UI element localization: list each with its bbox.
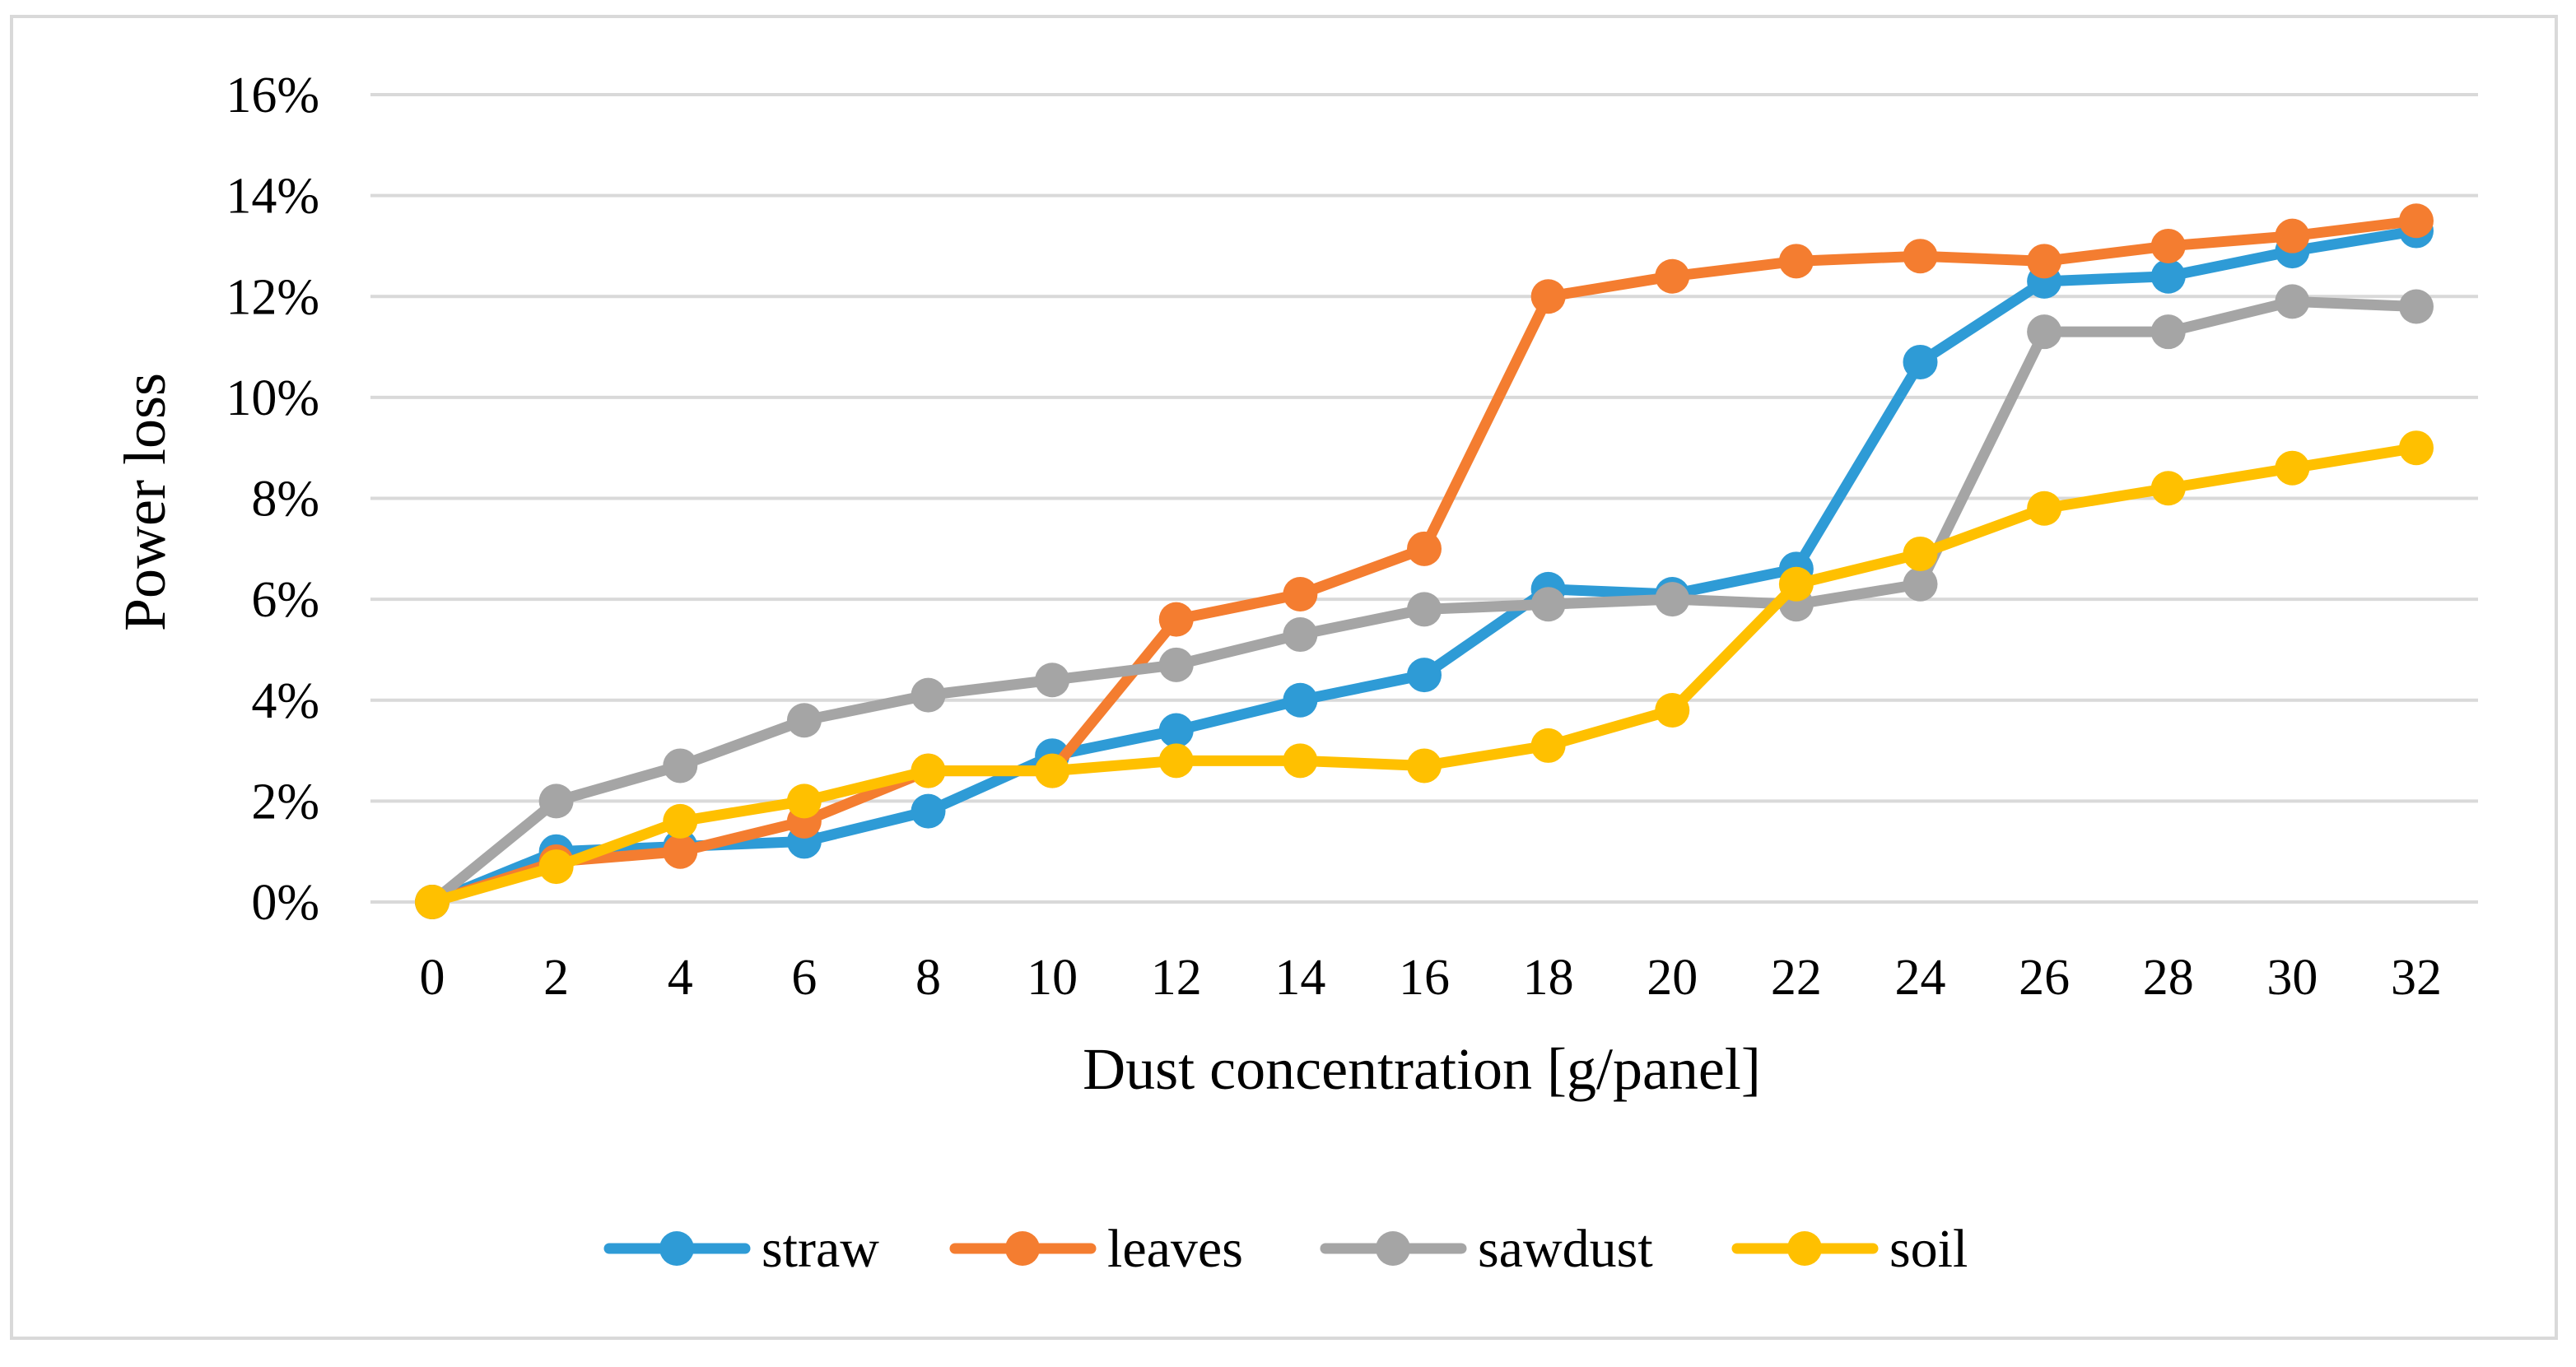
data-point-soil	[911, 753, 946, 788]
data-point-sawdust	[1407, 592, 1442, 627]
series-soil	[415, 430, 2434, 919]
data-point-sawdust	[786, 703, 822, 738]
data-point-sawdust	[1903, 566, 1938, 602]
y-tick-label: 14%	[226, 169, 319, 225]
y-tick-label: 0%	[251, 875, 319, 931]
series-sawdust	[415, 284, 2434, 919]
data-point-leaves	[1407, 531, 1442, 566]
legend-swatch-marker	[1376, 1231, 1410, 1266]
legend-swatch-marker	[1787, 1231, 1822, 1266]
data-point-leaves	[2399, 203, 2434, 239]
x-tick-label: 24	[1895, 950, 1946, 1006]
x-tick-label: 4	[668, 950, 693, 1006]
data-point-sawdust	[1655, 582, 1690, 617]
x-tick-label: 20	[1647, 950, 1698, 1006]
data-point-sawdust	[1035, 663, 1070, 698]
x-tick-label: 26	[2019, 950, 2070, 1006]
x-tick-label: 6	[791, 950, 817, 1006]
data-point-soil	[1283, 743, 1318, 779]
y-tick-label: 8%	[251, 472, 319, 528]
data-point-sawdust	[1283, 617, 1318, 653]
data-point-leaves	[663, 834, 698, 869]
y-axis-title: Power loss	[112, 373, 178, 631]
data-point-straw	[1903, 344, 1938, 379]
data-point-sawdust	[2150, 314, 2186, 350]
legend-label: sawdust	[1478, 1219, 1653, 1279]
data-point-leaves	[1655, 258, 1690, 294]
data-point-leaves	[1530, 279, 1566, 314]
data-point-straw	[2150, 258, 2186, 294]
legend-label: leaves	[1107, 1219, 1243, 1279]
data-point-soil	[786, 783, 822, 819]
legend-item-leaves: leaves	[949, 1219, 1243, 1279]
x-tick-label: 32	[2391, 950, 2442, 1006]
gridlines	[370, 93, 2478, 904]
data-point-straw	[1158, 713, 1194, 748]
data-point-soil	[415, 885, 450, 919]
data-point-soil	[2399, 430, 2434, 466]
data-point-soil	[538, 849, 574, 885]
data-point-sawdust	[663, 748, 698, 783]
data-point-soil	[663, 803, 698, 839]
data-point-leaves	[1283, 576, 1318, 611]
data-point-soil	[1158, 743, 1194, 779]
data-point-leaves	[1778, 244, 1814, 279]
legend-item-soil: soil	[1731, 1219, 1968, 1279]
x-tick-label: 16	[1399, 950, 1450, 1006]
x-tick-label: 14	[1274, 950, 1325, 1006]
x-tick-label: 0	[420, 950, 445, 1006]
x-tick-label: 18	[1523, 950, 1574, 1006]
data-point-leaves	[1903, 239, 1938, 274]
data-point-leaves	[2150, 228, 2186, 263]
data-point-sawdust	[2399, 289, 2434, 324]
legend-label: soil	[1889, 1219, 1968, 1279]
x-tick-label: 28	[2143, 950, 2194, 1006]
x-tick-labels: 0 2 4 6 8 10 12 14 16 18 20 22 24 26 28 30 32	[420, 950, 2443, 1006]
data-point-sawdust	[1158, 647, 1194, 682]
data-point-straw	[1407, 658, 1442, 693]
data-point-sawdust	[2027, 314, 2062, 350]
legend-swatch-marker	[1005, 1231, 1040, 1266]
data-point-soil	[1903, 536, 1938, 571]
data-point-soil	[2275, 450, 2310, 486]
data-point-soil	[2150, 471, 2186, 506]
data-point-soil	[1778, 566, 1814, 602]
x-axis-title: Dust concentration [g/panel]	[1083, 1036, 1761, 1102]
x-tick-label: 2	[543, 950, 569, 1006]
x-tick-label: 30	[2266, 950, 2317, 1006]
y-tick-label: 2%	[251, 774, 319, 830]
data-point-soil	[1407, 748, 1442, 783]
data-point-soil	[1035, 753, 1070, 788]
chart-frame	[10, 15, 2558, 1340]
legend: straw leaves sawdust soil	[603, 1219, 1968, 1279]
series-lines	[415, 203, 2434, 919]
x-tick-label: 10	[1027, 950, 1078, 1006]
legend-item-sawdust: sawdust	[1320, 1219, 1653, 1279]
y-tick-label: 12%	[226, 269, 319, 325]
y-tick-labels: 0% 2% 4% 6% 8% 10% 12% 14% 16%	[226, 67, 319, 931]
data-point-sawdust	[538, 783, 574, 819]
data-point-straw	[911, 793, 946, 829]
data-point-sawdust	[911, 677, 946, 713]
y-tick-label: 16%	[226, 67, 319, 123]
data-point-leaves	[1158, 602, 1194, 637]
data-point-leaves	[2275, 218, 2310, 253]
data-point-straw	[1283, 682, 1318, 718]
data-point-sawdust	[2275, 284, 2310, 319]
data-point-sawdust	[1530, 587, 1566, 622]
x-tick-label: 12	[1151, 950, 1202, 1006]
x-tick-label: 8	[915, 950, 941, 1006]
data-point-soil	[1530, 728, 1566, 763]
data-point-soil	[1655, 693, 1690, 728]
data-point-soil	[2027, 491, 2062, 526]
legend-item-straw: straw	[603, 1219, 879, 1279]
legend-swatch-marker	[659, 1231, 694, 1266]
y-tick-label: 4%	[251, 673, 319, 729]
y-tick-label: 10%	[226, 370, 319, 426]
legend-label: straw	[762, 1219, 879, 1279]
data-point-leaves	[2027, 244, 2062, 279]
y-tick-label: 6%	[251, 572, 319, 628]
x-tick-label: 22	[1771, 950, 1822, 1006]
